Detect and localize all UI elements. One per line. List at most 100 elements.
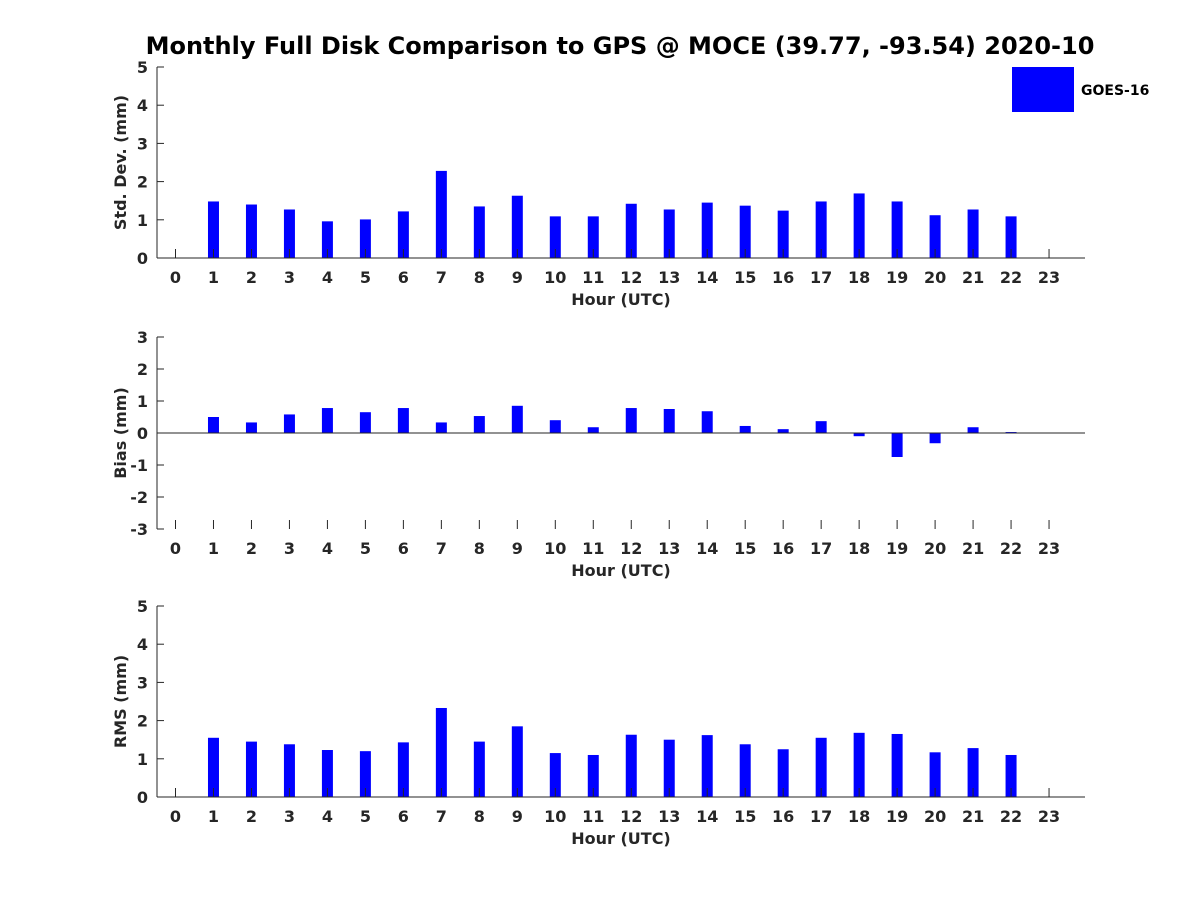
bias-x-tick-label: 23 [1038, 539, 1060, 558]
rms-x-tick-label: 20 [924, 807, 946, 826]
bias-x-axis-label: Hour (UTC) [571, 561, 671, 580]
rms-x-tick-label: 13 [658, 807, 680, 826]
bias-x-tick-label: 11 [582, 539, 604, 558]
bias-bar-hour-5 [359, 412, 371, 433]
rms-bar-hour-15 [739, 744, 751, 797]
std-dev-x-tick-label: 6 [398, 268, 409, 287]
rms-x-tick-label: 10 [544, 807, 566, 826]
rms-x-tick-label: 14 [696, 807, 718, 826]
rms-y-tick-label: 2 [137, 712, 148, 731]
std-dev-x-tick-label: 9 [512, 268, 523, 287]
std-dev-bar-hour-20 [929, 215, 941, 258]
std-dev-bar-hour-6 [397, 211, 409, 258]
std-dev-bar-hour-9 [511, 195, 523, 258]
std-dev-x-tick-label: 10 [544, 268, 566, 287]
bias-x-tick-label: 15 [734, 539, 756, 558]
std-dev-bar-hour-16 [777, 210, 789, 258]
rms-x-tick-label: 17 [810, 807, 832, 826]
bias-bar-hour-9 [511, 405, 523, 433]
std-dev-x-axis-label: Hour (UTC) [571, 290, 671, 309]
rms-x-tick-label: 18 [848, 807, 870, 826]
std-dev-x-tick-label: 4 [322, 268, 333, 287]
rms-bar-hour-17 [815, 737, 827, 797]
rms-y-axis-label: RMS (mm) [111, 655, 130, 748]
std-dev-x-tick-label: 16 [772, 268, 794, 287]
std-dev-x-tick-label: 3 [284, 268, 295, 287]
rms-bar-hour-12 [625, 734, 637, 797]
std-dev-bar-hour-15 [739, 205, 751, 258]
std-dev-bar-hour-19 [891, 201, 903, 258]
std-dev-x-tick-label: 22 [1000, 268, 1022, 287]
rms-bar-hour-2 [245, 741, 257, 797]
rms-bar-hour-14 [701, 735, 713, 797]
std-dev-bar-hour-17 [815, 201, 827, 258]
std-dev-x-tick-label: 18 [848, 268, 870, 287]
bias-bar-hour-7 [435, 422, 447, 433]
std-dev-y-tick-label: 0 [137, 249, 148, 268]
bias-y-tick-label: 1 [137, 392, 148, 411]
std-dev-y-tick-label: 3 [137, 134, 148, 153]
bias-bar-hour-17 [815, 421, 827, 433]
rms-x-tick-label: 16 [772, 807, 794, 826]
std-dev-x-tick-label: 20 [924, 268, 946, 287]
std-dev-x-tick-label: 11 [582, 268, 604, 287]
rms-y-tick-label: 1 [137, 750, 148, 769]
bias-bar-hour-20 [929, 433, 941, 444]
bias-y-tick-label: -1 [130, 456, 148, 475]
bias-x-tick-label: 6 [398, 539, 409, 558]
rms-x-tick-label: 7 [436, 807, 447, 826]
rms-x-tick-label: 0 [170, 807, 181, 826]
bias-y-axis-label: Bias (mm) [111, 387, 130, 479]
legend-swatch-goes-16 [1012, 67, 1074, 112]
bias-bar-hour-13 [663, 409, 675, 433]
rms-bar-hour-16 [777, 749, 789, 797]
bias-x-tick-label: 17 [810, 539, 832, 558]
std-dev-x-tick-label: 12 [620, 268, 642, 287]
rms-y-tick-label: 4 [137, 635, 148, 654]
bias-x-tick-label: 20 [924, 539, 946, 558]
rms-x-tick-label: 8 [474, 807, 485, 826]
rms-y-tick-label: 0 [137, 788, 148, 807]
bias-x-tick-label: 22 [1000, 539, 1022, 558]
rms-x-tick-label: 4 [322, 807, 333, 826]
bias-y-tick-label: 0 [137, 424, 148, 443]
bias-bar-hour-15 [739, 425, 751, 433]
bias-bar-hour-10 [549, 420, 561, 433]
rms-x-tick-label: 11 [582, 807, 604, 826]
rms-x-tick-label: 2 [246, 807, 257, 826]
bias-x-tick-label: 16 [772, 539, 794, 558]
std-dev-bar-hour-5 [359, 219, 371, 258]
bias-x-tick-label: 18 [848, 539, 870, 558]
bias-x-tick-label: 9 [512, 539, 523, 558]
rms-x-tick-label: 15 [734, 807, 756, 826]
bias-x-tick-label: 13 [658, 539, 680, 558]
bias-bar-hour-14 [701, 411, 713, 433]
std-dev-y-tick-label: 4 [137, 96, 148, 115]
bias-x-tick-label: 19 [886, 539, 908, 558]
std-dev-y-tick-label: 5 [137, 58, 148, 77]
std-dev-x-tick-label: 7 [436, 268, 447, 287]
std-dev-bar-hour-14 [701, 202, 713, 258]
std-dev-bar-hour-12 [625, 203, 637, 258]
legend-label-goes-16: GOES-16 [1081, 83, 1149, 99]
rms-x-tick-label: 1 [208, 807, 219, 826]
rms-bar-hour-22 [1005, 754, 1017, 797]
bias-bar-hour-19 [891, 433, 903, 457]
bias-y-tick-label: 2 [137, 360, 148, 379]
std-dev-bar-hour-4 [321, 221, 333, 258]
bias-bar-hour-2 [245, 422, 257, 433]
rms-x-tick-label: 12 [620, 807, 642, 826]
rms-bar-hour-11 [587, 754, 599, 797]
rms-x-tick-label: 5 [360, 807, 371, 826]
bias-x-tick-label: 2 [246, 539, 257, 558]
std-dev-x-tick-label: 15 [734, 268, 756, 287]
bias-bar-hour-4 [321, 408, 333, 433]
std-dev-bar-hour-2 [245, 204, 257, 258]
std-dev-x-tick-label: 8 [474, 268, 485, 287]
bias-y-tick-label: -2 [130, 488, 148, 507]
bias-x-tick-label: 21 [962, 539, 984, 558]
rms-bar-hour-21 [967, 748, 979, 797]
